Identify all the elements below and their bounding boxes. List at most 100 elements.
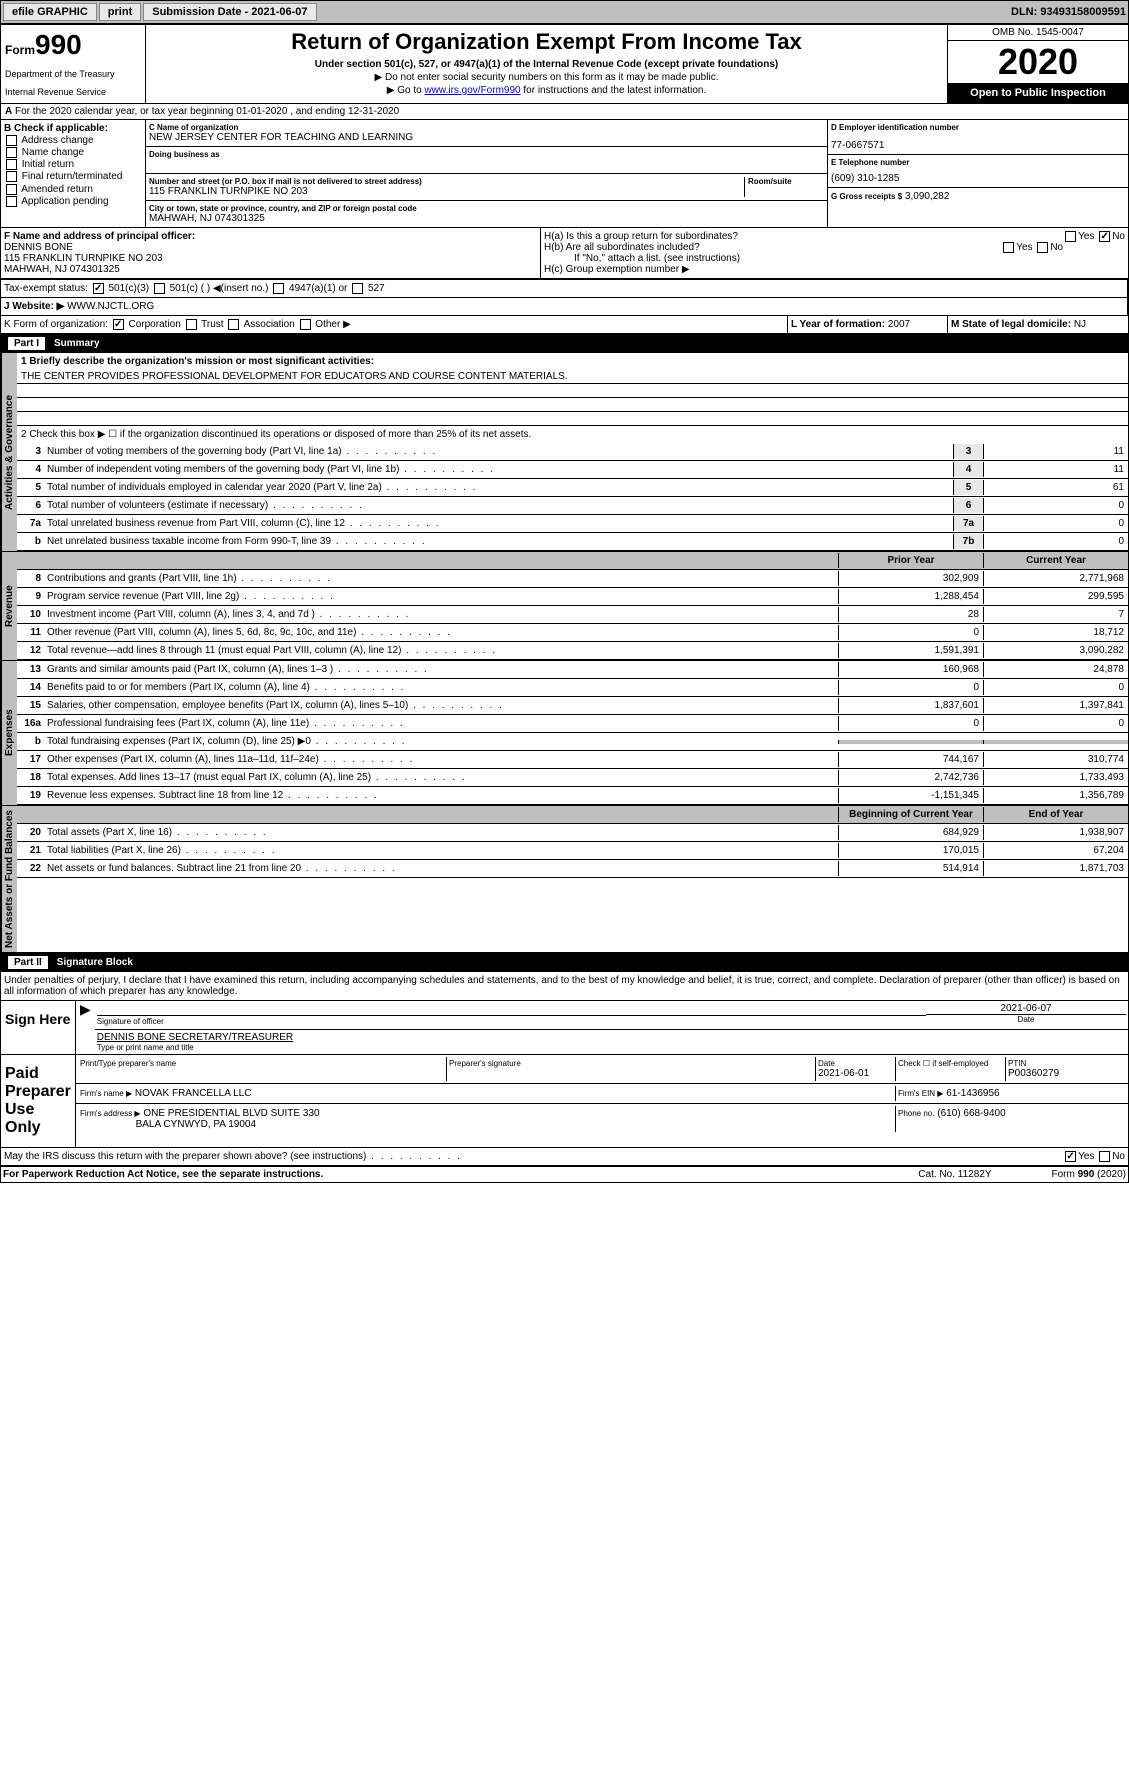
check-amended-return[interactable]: Amended return (4, 184, 142, 195)
main-title: Return of Organization Exempt From Incom… (150, 29, 943, 55)
tax-year: 2020 (948, 41, 1128, 83)
line-13: 13 Grants and similar amounts paid (Part… (17, 661, 1128, 679)
line-18: 18 Total expenses. Add lines 13–17 (must… (17, 769, 1128, 787)
line-16a: 16a Professional fundraising fees (Part … (17, 715, 1128, 733)
check-4947[interactable] (273, 283, 284, 294)
org-name: NEW JERSEY CENTER FOR TEACHING AND LEARN… (149, 132, 824, 143)
irs-link[interactable]: www.irs.gov/Form990 (424, 85, 520, 96)
check-corporation[interactable] (113, 319, 124, 330)
sig-date: 2021-06-07 (926, 1003, 1126, 1014)
col-headers-net: Beginning of Current Year End of Year (17, 806, 1128, 824)
revenue-section: Revenue Prior Year Current Year 8 Contri… (1, 552, 1128, 661)
expenses-section: Expenses 13 Grants and similar amounts p… (1, 661, 1128, 806)
net-assets-section: Net Assets or Fund Balances Beginning of… (1, 806, 1128, 953)
print-button[interactable]: print (99, 3, 141, 21)
check-other[interactable] (300, 319, 311, 330)
officer-addr2: MAHWAH, NJ 074301325 (4, 264, 537, 275)
ptin: P00360279 (1008, 1068, 1124, 1079)
sign-here-section: Sign Here ▶ Signature of officer 2021-06… (1, 1001, 1128, 1055)
form-ref: Form 990 (2020) (1052, 1169, 1127, 1180)
line-3: 3 Number of voting members of the govern… (17, 443, 1128, 461)
line-22: 22 Net assets or fund balances. Subtract… (17, 860, 1128, 878)
check-trust[interactable] (186, 319, 197, 330)
tax-year-line: A For the 2020 calendar year, or tax yea… (1, 104, 1128, 120)
firm-addr1: ONE PRESIDENTIAL BLVD SUITE 330 (143, 1108, 319, 1119)
discuss-no[interactable] (1099, 1151, 1110, 1162)
note-goto: ▶ Go to www.irs.gov/Form990 for instruct… (150, 85, 943, 96)
paid-preparer-section: Paid Preparer Use Only Print/Type prepar… (1, 1055, 1128, 1148)
part1-header: Part I Summary (1, 334, 1128, 353)
right-info-col: D Employer identification number 77-0667… (828, 120, 1128, 227)
hc-group-exemption: H(c) Group exemption number ▶ (544, 264, 1125, 275)
line-2: 2 Check this box ▶ ☐ if the organization… (17, 426, 1128, 443)
line-21: 21 Total liabilities (Part X, line 26) 1… (17, 842, 1128, 860)
check-self-employed[interactable]: Check ☐ if self-employed (896, 1057, 1006, 1081)
note-ssn: ▶ Do not enter social security numbers o… (150, 72, 943, 83)
prep-date: 2021-06-01 (818, 1068, 893, 1079)
year-cell: OMB No. 1545-0047 2020 Open to Public In… (948, 25, 1128, 103)
irs-label: Internal Revenue Service (5, 87, 141, 97)
form-header: Form990 Department of the Treasury Inter… (1, 25, 1128, 104)
website: WWW.NJCTL.ORG (67, 301, 154, 312)
submission-date: Submission Date - 2021-06-07 (143, 3, 316, 21)
phone: (609) 310-1285 (831, 173, 1125, 184)
title-cell: Return of Organization Exempt From Incom… (146, 25, 948, 103)
line-12: 12 Total revenue—add lines 8 through 11 … (17, 642, 1128, 660)
check-name-change[interactable]: Name change (4, 147, 142, 158)
line-4: 4 Number of independent voting members o… (17, 461, 1128, 479)
check-527[interactable] (352, 283, 363, 294)
section-a: B Check if applicable: Address change Na… (1, 120, 1128, 228)
check-address-change[interactable]: Address change (4, 135, 142, 146)
activities-governance: Activities & Governance 1 Briefly descri… (1, 353, 1128, 552)
check-501c3[interactable] (93, 283, 104, 294)
arrow-icon: ▶ (76, 1001, 95, 1054)
public-inspection: Open to Public Inspection (948, 83, 1128, 103)
form-label: Form (5, 43, 35, 57)
street-address: 115 FRANKLIN TURNPIKE NO 203 (149, 186, 744, 197)
discuss-yes[interactable] (1065, 1151, 1076, 1162)
city-state-zip: MAHWAH, NJ 074301325 (149, 213, 824, 224)
line-b: b Net unrelated business taxable income … (17, 533, 1128, 551)
line-19: 19 Revenue less expenses. Subtract line … (17, 787, 1128, 805)
line-11: 11 Other revenue (Part VIII, column (A),… (17, 624, 1128, 642)
toolbar: efile GRAPHIC print Submission Date - 20… (0, 0, 1129, 24)
hb-subordinates: H(b) Are all subordinates included? Yes … (544, 242, 1125, 253)
form-number: 990 (35, 29, 82, 60)
line-5: 5 Total number of individuals employed i… (17, 479, 1128, 497)
efile-button[interactable]: efile GRAPHIC (3, 3, 97, 21)
officer-addr1: 115 FRANKLIN TURNPIKE NO 203 (4, 253, 537, 264)
declaration: Under penalties of perjury, I declare th… (1, 972, 1128, 1001)
check-association[interactable] (228, 319, 239, 330)
dba (149, 159, 824, 170)
name-address-col: C Name of organization NEW JERSEY CENTER… (146, 120, 828, 227)
line-6: 6 Total number of volunteers (estimate i… (17, 497, 1128, 515)
check-applicable: B Check if applicable: Address change Na… (1, 120, 146, 227)
check-initial-return[interactable]: Initial return (4, 159, 142, 170)
line-7a: 7a Total unrelated business revenue from… (17, 515, 1128, 533)
check-final-return[interactable]: Final return/terminated (4, 171, 142, 182)
line-15: 15 Salaries, other compensation, employe… (17, 697, 1128, 715)
officer-group-row: F Name and address of principal officer:… (1, 228, 1128, 279)
ha-group-return: H(a) Is this a group return for subordin… (544, 231, 1125, 242)
omb-number: OMB No. 1545-0047 (948, 25, 1128, 41)
discuss-row: May the IRS discuss this return with the… (1, 1148, 1128, 1166)
check-501c[interactable] (154, 283, 165, 294)
ein: 77-0667571 (831, 140, 1125, 151)
footer: For Paperwork Reduction Act Notice, see … (1, 1166, 1128, 1182)
line-8: 8 Contributions and grants (Part VIII, l… (17, 570, 1128, 588)
state-domicile: NJ (1074, 319, 1086, 330)
check-application-pending[interactable]: Application pending (4, 196, 142, 207)
firm-name: NOVAK FRANCELLA LLC (135, 1088, 252, 1099)
dept-treasury: Department of the Treasury (5, 69, 141, 79)
year-formation: 2007 (888, 319, 910, 330)
line-9: 9 Program service revenue (Part VIII, li… (17, 588, 1128, 606)
line-14: 14 Benefits paid to or for members (Part… (17, 679, 1128, 697)
form-990: Form990 Department of the Treasury Inter… (0, 24, 1129, 1183)
line-b: b Total fundraising expenses (Part IX, c… (17, 733, 1128, 751)
firm-ein: 61-1436956 (946, 1088, 999, 1099)
col-headers-rev: Prior Year Current Year (17, 552, 1128, 570)
form-id-cell: Form990 Department of the Treasury Inter… (1, 25, 146, 103)
officer-typed-name: DENNIS BONE SECRETARY/TREASURER (97, 1032, 1126, 1043)
line-10: 10 Investment income (Part VIII, column … (17, 606, 1128, 624)
dln: DLN: 93493158009591 (1011, 6, 1126, 18)
